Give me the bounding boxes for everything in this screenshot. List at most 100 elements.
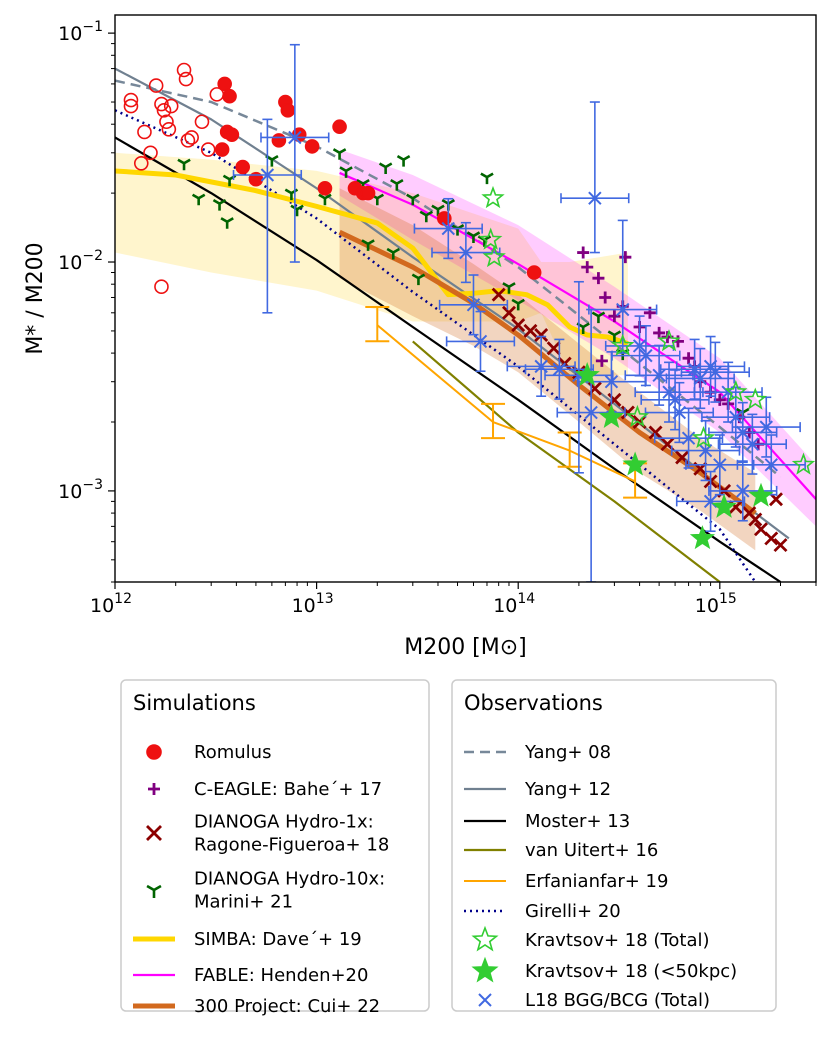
legend-title: Observations [464, 691, 603, 715]
kravtsov-total-point [478, 227, 503, 250]
legend-label-yang12: Yang+ 12 [524, 779, 611, 800]
dianoga10-point [396, 155, 411, 167]
y-tick-label: 10−2 [58, 248, 103, 274]
kravtsov-50kpc-point [574, 362, 600, 387]
romulus-open-point [154, 279, 169, 295]
romulus-filled-point [526, 265, 542, 280]
dianoga10-point [511, 298, 525, 311]
l18-point [584, 405, 598, 420]
romulus-open-point [154, 96, 169, 112]
kravtsov-total-point [691, 425, 716, 449]
dianoga10-point [502, 282, 516, 294]
x-tick-exp: 13 [316, 591, 334, 607]
romulus-filled-point [271, 133, 287, 148]
kravtsov-50kpc-point [689, 525, 716, 550]
y-tick-exp: −3 [82, 477, 103, 493]
dianoga1-point [491, 287, 506, 302]
legend-label-yang08: Yang+ 08 [524, 742, 611, 763]
legend-label-fable: FABLE: Henden+20 [194, 965, 368, 986]
romulus-open-point [156, 103, 172, 118]
dianoga1-point [501, 305, 516, 320]
l18-point [473, 334, 488, 349]
dianoga1-point [648, 425, 663, 440]
line-erfanian [376, 324, 636, 483]
dianoga10-point [191, 193, 206, 206]
line-p300 [338, 229, 757, 516]
kravtsov-total-point [611, 333, 635, 356]
legend-label-dianoga1: Ragone-Figueroa+ 18 [194, 835, 389, 856]
legend-marker-dianoga1 [146, 825, 162, 841]
legend-label-simba: SIMBA: Dave´+ 19 [194, 929, 362, 950]
dianoga1-point [607, 392, 622, 407]
l18-point [672, 405, 687, 420]
ceagle-point [581, 261, 594, 274]
romulus-open-point [194, 114, 210, 130]
legend-label-moster: Moster+ 13 [525, 811, 630, 832]
dianoga10-point [411, 273, 426, 286]
dianoga1-point [511, 318, 526, 333]
l18-point [466, 298, 481, 312]
dianoga1-point [773, 538, 788, 553]
x-tick-label: 1013 [292, 591, 334, 617]
romulus-open-point [178, 71, 194, 87]
dianoga10-point [390, 179, 404, 191]
ceagle-point [653, 326, 666, 339]
legend-marker-ceagle [148, 783, 160, 795]
romulus-filled-point [332, 119, 347, 135]
kravtsov-50kpc-point [711, 493, 737, 518]
romulus-filled-point [360, 185, 376, 201]
l18-point [552, 362, 567, 376]
romulus-filled-point [317, 180, 333, 196]
dianoga10-point [290, 204, 304, 217]
l18-point [441, 221, 456, 236]
ceagle-point [595, 354, 608, 367]
l18-point [639, 348, 653, 363]
kravtsov-50kpc-point [748, 482, 774, 507]
x-tick-exp: 14 [517, 591, 535, 607]
romulus-open-point [180, 133, 196, 148]
l18-point [736, 484, 750, 498]
y-tick-base: 10 [58, 23, 82, 45]
dianoga1-point [546, 341, 561, 356]
dianoga1-point [764, 531, 779, 546]
legend-marker-kravtsov-total [471, 925, 499, 952]
legend-label-girelli: Girelli+ 20 [525, 901, 621, 922]
legend-label-kravtsov_50: Kravtsov+ 18 (<50kpc) [525, 961, 737, 982]
legend-label-erfanian: Erfanianfar+ 19 [525, 871, 668, 892]
kravtsov-total-point [481, 185, 505, 209]
l18-point [713, 458, 727, 472]
legend-frame [451, 679, 777, 1012]
l18-point [693, 371, 707, 386]
l18-point [459, 245, 473, 260]
l18-point [736, 425, 750, 440]
l18-point [652, 368, 666, 382]
kravtsov-50kpc-point [622, 451, 648, 476]
ceagle-point [592, 272, 605, 285]
x-tick-base: 10 [292, 595, 316, 617]
markers [123, 43, 816, 582]
y-tick-label: 10−3 [58, 477, 103, 503]
legend-label-ceagle: C-EAGLE: Bahe´+ 17 [194, 779, 382, 800]
romulus-open-point [148, 78, 164, 93]
y-tick-label: 10−1 [58, 19, 103, 45]
y-axis-label: M* / M200 [23, 242, 48, 354]
axes-frame [114, 14, 817, 583]
x-tick-base: 10 [90, 595, 114, 617]
ceagle-point [608, 310, 621, 323]
legend-label-romulus: Romulus [194, 742, 271, 763]
romulus-open-point [161, 122, 177, 137]
plot-area [115, 43, 816, 582]
dianoga10-point [386, 247, 400, 260]
dianoga10-point [212, 198, 227, 211]
x-tick-label: 1015 [695, 591, 737, 617]
dianoga10-point [466, 231, 481, 243]
l18-point [604, 374, 619, 389]
dianoga10-point [378, 162, 393, 175]
x-tick-base: 10 [493, 595, 517, 617]
ceagle-point [682, 352, 695, 365]
legend-marker-l18 [478, 993, 492, 1007]
dianoga10-point [177, 158, 191, 171]
kravtsov-total-point [791, 452, 816, 475]
dianoga1-point [534, 327, 549, 342]
fable-band [339, 149, 816, 527]
